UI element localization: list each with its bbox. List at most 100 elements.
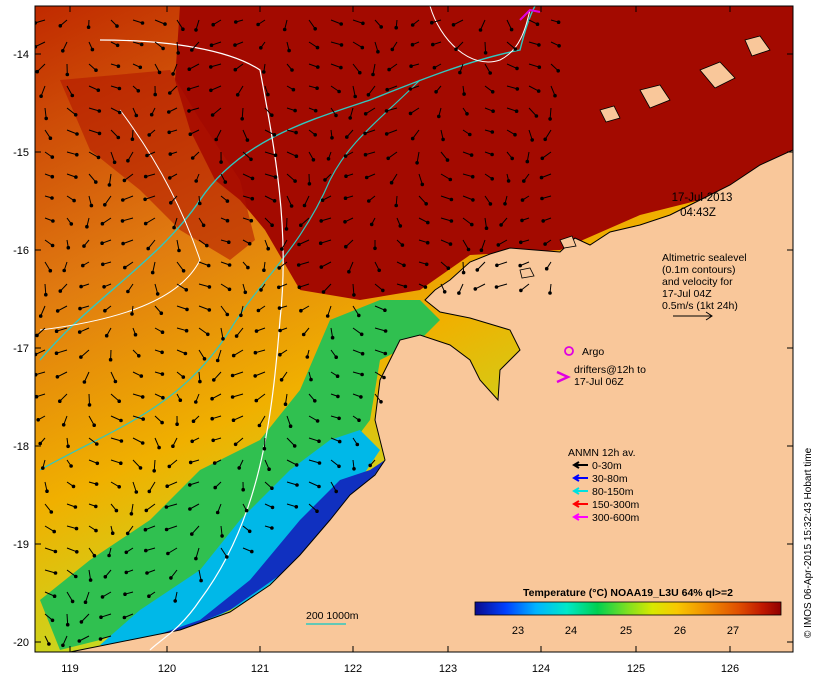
colorbar-tick: 23 [512,625,524,637]
velocity-arrow [122,195,134,201]
velocity-arrowhead [270,486,274,491]
velocity-arrowhead [130,137,135,141]
credit-text: © IMOS 06-Apr-2015 15:32:43 Hobart time [803,447,814,638]
velocity-arrow [147,239,156,249]
velocity-arrowhead [140,21,145,25]
velocity-arrowhead [35,333,39,338]
lon-tick-label: 126 [721,663,739,675]
velocity-arrowhead [130,312,134,316]
velocity-arrowhead [74,175,78,179]
anmn-item-arrow [572,513,588,521]
velocity-arrowhead [297,285,302,290]
velocity-arrowhead [71,484,76,489]
velocity-arrowhead [150,270,155,275]
lon-tick-label: 124 [532,663,550,675]
velocity-arrowhead [470,174,475,179]
velocity-arrowhead [294,463,299,467]
velocity-arrowhead [100,241,104,245]
velocity-arrowhead [469,153,474,157]
velocity-arrowhead [54,351,59,356]
velocity-arrowhead [256,22,260,27]
velocity-arrowhead [73,505,78,509]
velocity-arrowhead [384,109,389,113]
velocity-arrowhead [145,571,149,575]
velocity-arrowhead [147,594,151,599]
velocity-arrowhead [213,485,217,490]
velocity-arrowhead [544,266,549,271]
velocity-arrowhead [92,423,96,428]
velocity-arrowhead [520,218,524,223]
velocity-arrowhead [470,222,474,227]
velocity-arrow [484,41,487,53]
velocity-arrowhead [339,22,344,26]
velocity-arrowhead [434,90,438,94]
colorbar-title: Temperature (°C) NOAA19_L3U 64% ql>=2 [523,587,733,599]
velocity-arrowhead [50,243,55,248]
velocity-arrowhead [337,464,341,469]
velocity-arrow [286,217,288,229]
velocity-arrowhead [219,160,223,164]
velocity-arrowhead [294,154,299,158]
anmn-item-arrow [572,461,588,469]
velocity-arrowhead [234,334,239,338]
velocity-arrowhead [209,88,213,93]
velocity-arrow [352,41,363,49]
lon-tick-label: 121 [251,663,269,675]
velocity-arrowhead [149,112,154,117]
velocity-arrowhead [309,377,313,382]
velocity-arrowhead [495,263,499,268]
velocity-arrowhead [239,313,243,318]
velocity-arrowhead [188,507,192,511]
velocity-arrow [286,437,296,447]
velocity-arrowhead [525,159,530,164]
velocity-arrowhead [143,527,148,532]
velocity-arrowhead [47,642,51,646]
velocity-arrow [264,151,276,156]
velocity-arrowhead [89,203,94,208]
velocity-arrowhead [181,269,186,273]
velocity-arrowhead [138,65,143,70]
lon-tick-label: 122 [344,663,362,675]
velocity-arrowhead [557,44,561,48]
velocity-arrowhead [66,444,70,449]
velocity-arrowhead [104,333,109,338]
velocity-arrowhead [536,89,541,93]
lat-tick-label: -17 [13,343,29,355]
velocity-arrowhead [360,372,364,377]
velocity-arrowhead [66,245,71,250]
colorbar-tick: 24 [565,625,577,637]
velocity-arrowhead [75,550,79,554]
velocity-arrowhead [75,132,79,136]
altimetry-line: 0.5m/s (1kt 24h) [662,300,738,312]
drifter-marker [556,370,571,384]
velocity-arrow [66,107,77,116]
velocity-arrowhead [241,487,245,492]
velocity-arrowhead [230,395,235,399]
velocity-arrowhead [207,308,212,312]
velocity-arrowhead [343,154,348,158]
velocity-arrow [440,195,452,200]
anmn-item-label: 80-150m [592,486,634,498]
velocity-arrow [176,261,185,272]
velocity-arrowhead [48,136,53,140]
velocity-arrowhead [139,374,144,378]
velocity-arrowhead [273,175,278,179]
velocity-arrowhead [535,22,540,27]
velocity-arrowhead [117,110,122,115]
velocity-arrowhead [136,89,141,93]
velocity-arrowhead [121,241,125,246]
velocity-arrowhead [50,155,55,159]
velocity-arrowhead [475,268,480,272]
velocity-arrowhead [548,117,552,121]
velocity-arrowhead [330,335,335,340]
velocity-arrowhead [446,266,451,271]
velocity-arrowhead [209,65,213,69]
velocity-arrowhead [90,47,95,52]
velocity-arrowhead [165,484,169,489]
velocity-arrowhead [188,132,193,136]
velocity-arrowhead [234,20,238,24]
velocity-arrow [189,63,200,70]
velocity-arrowhead [220,534,224,538]
image-time: 04:43Z [680,207,716,219]
velocity-arrowhead [385,87,390,92]
